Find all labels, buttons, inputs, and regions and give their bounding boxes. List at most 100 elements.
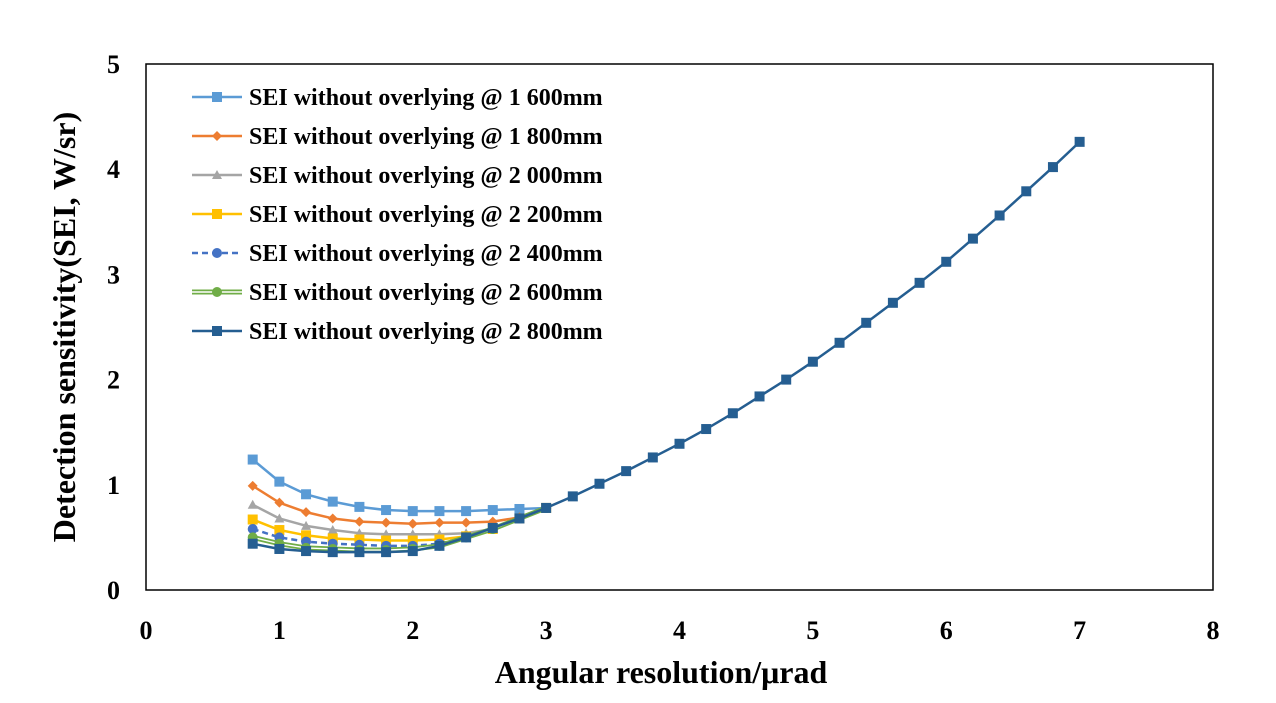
data-point	[407, 518, 418, 529]
x-tick-label: 5	[806, 616, 819, 645]
data-point	[301, 489, 312, 500]
data-point	[514, 503, 525, 514]
data-point	[994, 210, 1005, 221]
data-point	[434, 517, 445, 528]
x-tick-label: 3	[540, 616, 553, 645]
data-point	[1021, 186, 1032, 197]
data-point	[861, 317, 872, 328]
data-point	[674, 438, 685, 449]
data-point	[1074, 136, 1085, 147]
data-point	[781, 374, 792, 385]
data-point	[354, 547, 365, 558]
legend-marker	[212, 326, 222, 336]
data-point	[247, 499, 258, 509]
legend-item: SEI without overlying @ 1 600mm	[192, 85, 603, 111]
data-point	[327, 525, 338, 535]
series-1	[247, 454, 552, 517]
data-point	[407, 535, 418, 546]
legend-label: SEI without overlying @ 2 000mm	[249, 163, 603, 189]
data-point	[487, 505, 498, 516]
data-point	[381, 547, 392, 558]
data-point	[407, 506, 418, 517]
data-point	[354, 516, 365, 527]
legend-label: SEI without overlying @ 2 800mm	[249, 319, 603, 345]
legend-label: SEI without overlying @ 1 800mm	[249, 124, 603, 150]
x-axis-title: Angular resolution/μrad	[495, 654, 828, 690]
series-2	[247, 480, 552, 529]
data-point	[914, 277, 925, 288]
data-point	[247, 523, 258, 534]
data-point	[621, 466, 632, 477]
y-tick-label: 4	[107, 155, 120, 184]
data-point	[274, 497, 285, 508]
data-point	[434, 506, 445, 517]
data-point	[514, 513, 525, 524]
data-point	[461, 517, 472, 528]
legend-marker	[212, 92, 222, 102]
data-point	[301, 530, 312, 541]
x-tick-label: 4	[673, 616, 686, 645]
data-point	[301, 546, 312, 557]
data-point	[1047, 162, 1058, 173]
legend-item: SEI without overlying @ 2 800mm	[192, 319, 603, 345]
data-point	[434, 540, 445, 551]
data-point	[941, 256, 952, 267]
data-point	[487, 522, 498, 533]
data-point	[301, 520, 312, 530]
data-point	[274, 525, 285, 536]
legend-marker	[212, 248, 222, 258]
legend-item: SEI without overlying @ 2 000mm	[192, 163, 603, 189]
x-tick-label: 7	[1073, 616, 1086, 645]
legend-label: SEI without overlying @ 2 600mm	[249, 280, 603, 306]
series-line	[252, 484, 547, 525]
x-tick-label: 0	[140, 616, 153, 645]
data-point	[327, 496, 338, 507]
legend-label: SEI without overlying @ 2 200mm	[249, 202, 603, 228]
y-tick-label: 5	[107, 50, 120, 79]
data-point	[567, 491, 578, 502]
legend-item: SEI without overlying @ 2 200mm	[192, 202, 603, 228]
data-point	[381, 517, 392, 528]
data-point	[807, 356, 818, 367]
series-layer	[247, 136, 1085, 558]
data-point	[594, 478, 605, 489]
data-point	[354, 501, 365, 512]
data-point	[727, 408, 738, 419]
legend: SEI without overlying @ 1 600mm SEI witho…	[192, 85, 603, 345]
data-point	[301, 507, 312, 518]
data-point	[274, 513, 285, 523]
data-point	[407, 546, 418, 557]
data-point	[967, 233, 978, 244]
data-point	[461, 532, 472, 543]
series-7	[247, 136, 1085, 558]
y-tick-label: 2	[107, 366, 120, 395]
x-tick-label: 6	[940, 616, 953, 645]
data-point	[834, 337, 845, 348]
data-point	[247, 454, 258, 465]
data-point	[247, 514, 258, 525]
data-point	[247, 538, 258, 549]
data-point	[274, 543, 285, 554]
axis-ticks: 0 1 2 3 4 5 6 7 8 0 1 2 3 4 5	[107, 50, 1220, 645]
legend-marker	[212, 287, 222, 297]
plot-area	[145, 63, 1214, 591]
data-point	[647, 452, 658, 463]
data-point	[327, 547, 338, 558]
x-tick-label: 8	[1207, 616, 1220, 645]
data-point	[754, 391, 765, 402]
legend-item: SEI without overlying @ 1 800mm	[192, 124, 603, 150]
x-tick-label: 1	[273, 616, 286, 645]
y-axis-title: Detection sensitivity(SEI, W/sr)	[46, 112, 82, 542]
legend-item: SEI without overlying @ 2 400mm	[192, 241, 603, 267]
data-point	[354, 534, 365, 545]
data-point	[327, 533, 338, 544]
data-point	[541, 502, 552, 513]
data-point	[274, 476, 285, 487]
data-point	[381, 505, 392, 516]
data-point	[461, 506, 472, 517]
legend-label: SEI without overlying @ 2 400mm	[249, 241, 603, 267]
data-point	[381, 535, 392, 546]
data-point	[887, 297, 898, 308]
legend-item: SEI without overlying @ 2 600mm	[192, 280, 603, 306]
